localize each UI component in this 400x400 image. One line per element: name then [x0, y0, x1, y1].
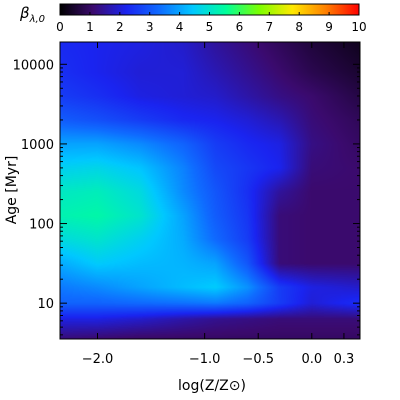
y-axis-title: Age [Myr] — [4, 156, 20, 225]
y-tick-label: 10 — [37, 297, 54, 312]
colorbar-tick-label: 1 — [86, 20, 94, 34]
x-tick-label: −1.0 — [189, 352, 221, 367]
plot-frame — [59, 41, 361, 340]
colorbar-tick-label: 10 — [351, 20, 366, 34]
colorbar-tick-label: 3 — [146, 20, 154, 34]
colorbar-tick-label: 5 — [206, 20, 214, 34]
colorbar-tick-label: 7 — [265, 20, 273, 34]
x-tick-label: 0.0 — [301, 352, 322, 367]
x-axis-title: log(Z/Z⊙) — [178, 378, 246, 394]
colorbar-tick-label: 0 — [56, 20, 64, 34]
y-tick-label: 1000 — [21, 138, 54, 153]
x-tick-label: −0.5 — [242, 352, 274, 367]
y-tick-label: 10000 — [13, 58, 54, 73]
y-axis-ticks: 10 100 1000 10000 — [13, 58, 360, 336]
x-tick-label: 0.3 — [334, 352, 355, 367]
x-tick-label: −2.0 — [82, 352, 114, 367]
colorbar-ticks: 0 1 2 3 4 5 6 7 8 9 10 — [56, 12, 367, 34]
colorbar: 0 1 2 3 4 5 6 7 8 9 10 βλ,0 — [19, 3, 367, 34]
colorbar-tick-label: 6 — [236, 20, 244, 34]
x-axis-ticks: −2.0 −1.0 −0.5 0.0 0.3 — [82, 42, 355, 367]
heatmap-raster — [60, 42, 360, 339]
colorbar-tick-label: 9 — [325, 20, 333, 34]
colorbar-tick-label: 8 — [295, 20, 303, 34]
colorbar-tick-label: 2 — [116, 20, 124, 34]
colorbar-title: βλ,0 — [19, 4, 45, 25]
plot-area: −2.0 −1.0 −0.5 0.0 0.3 10 100 1000 10000 — [13, 41, 361, 367]
colorbar-tick-label: 4 — [176, 20, 184, 34]
y-tick-label: 100 — [29, 218, 54, 233]
